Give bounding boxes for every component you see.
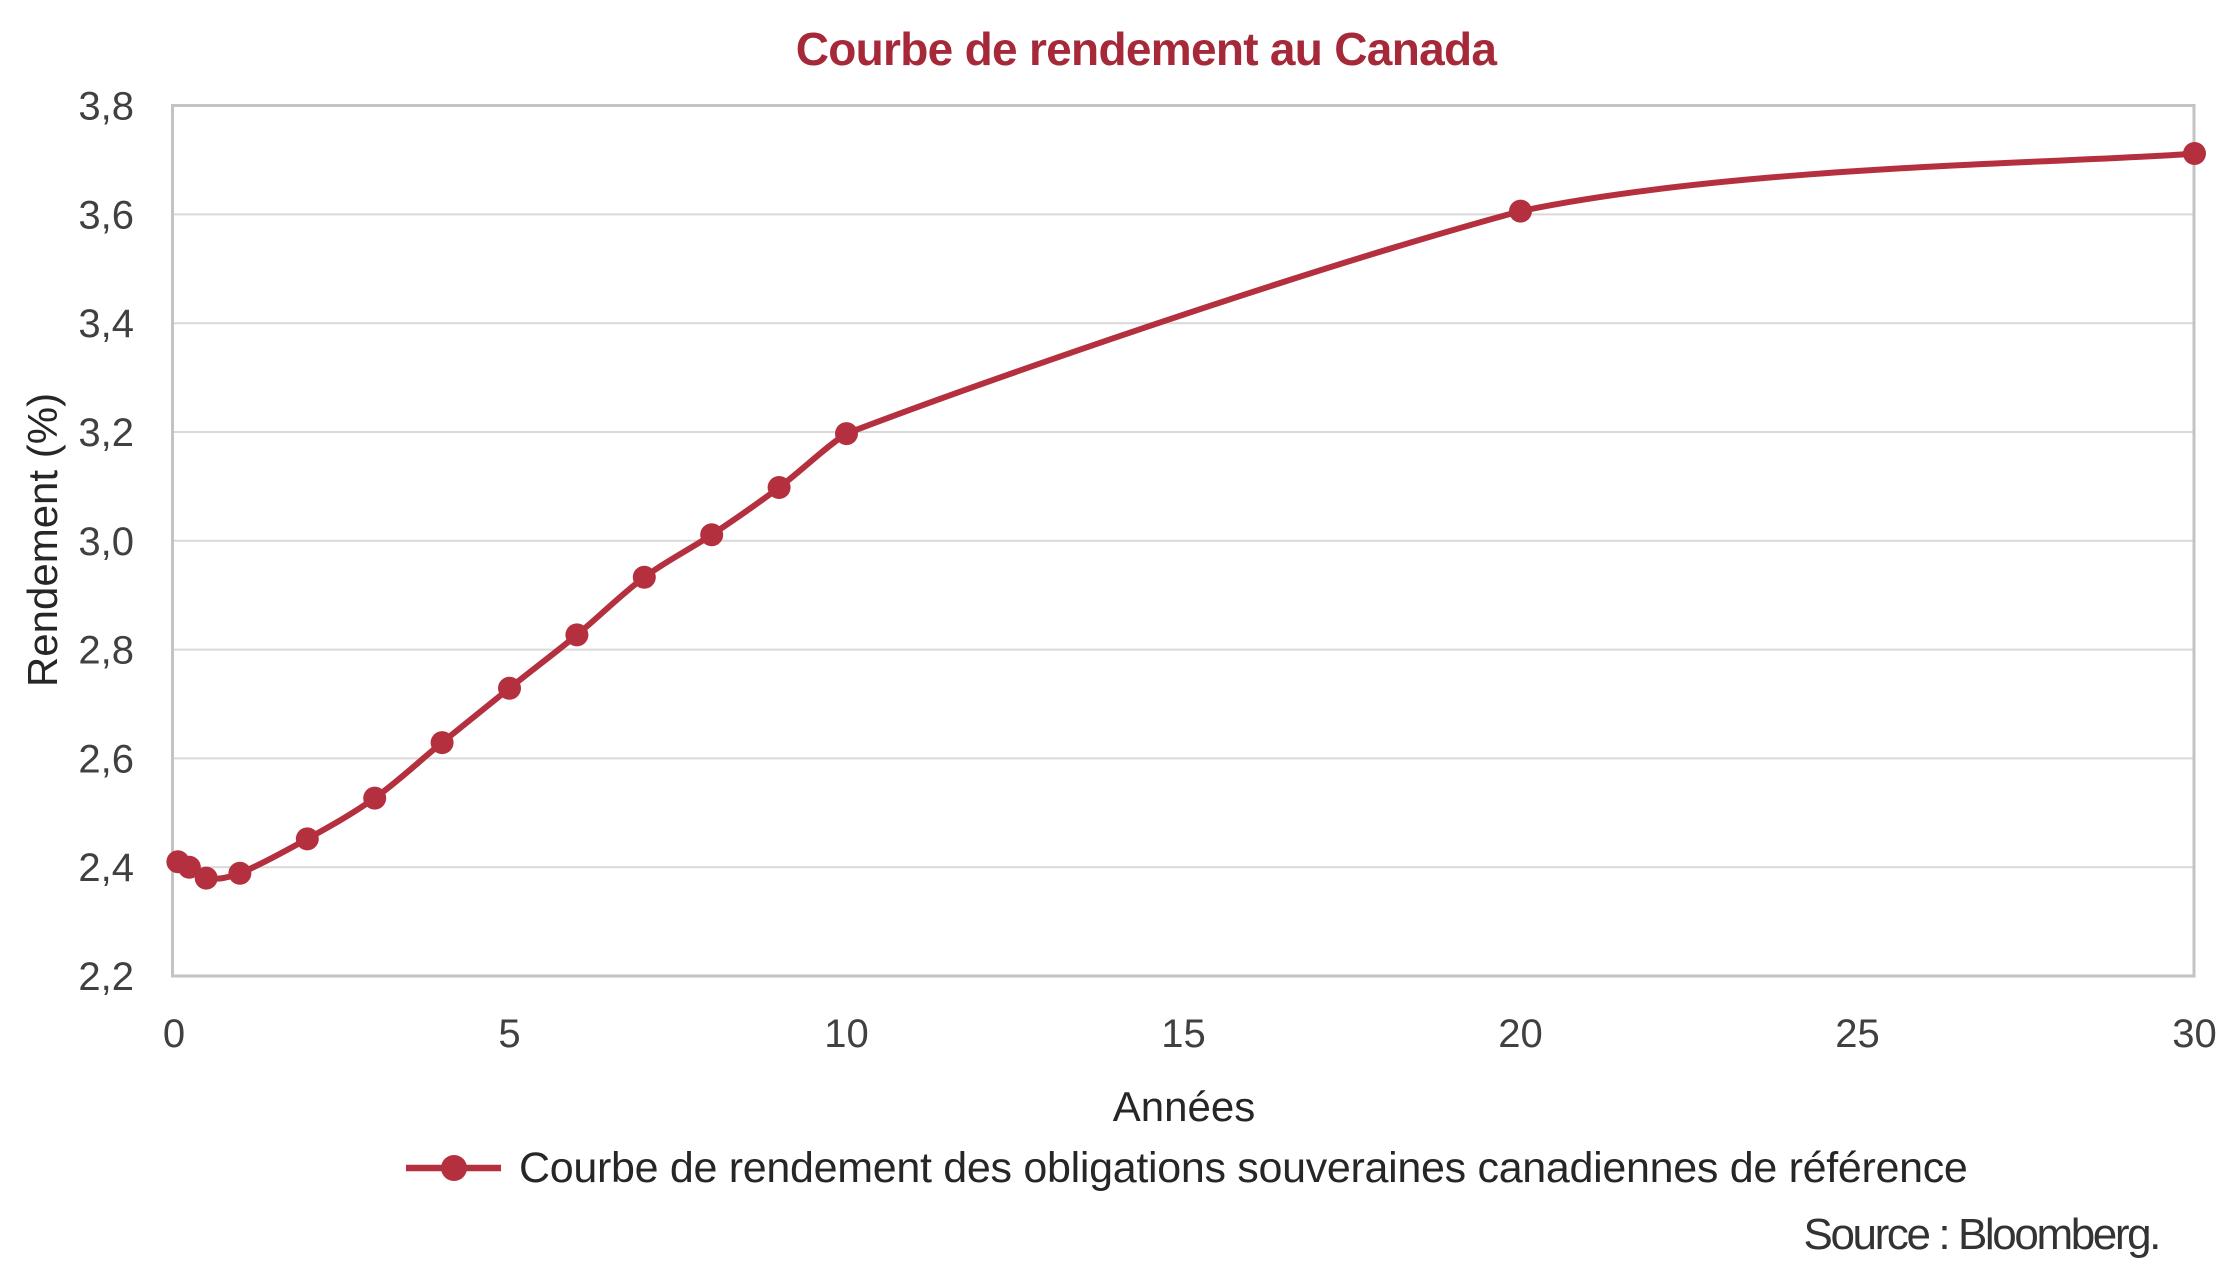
svg-text:15: 15 — [1161, 1012, 1206, 1056]
svg-text:3,8: 3,8 — [78, 85, 134, 129]
svg-text:3,6: 3,6 — [78, 193, 134, 237]
svg-text:Courbe de rendement au Canada: Courbe de rendement au Canada — [796, 23, 1498, 75]
svg-text:25: 25 — [1835, 1012, 1880, 1056]
svg-text:Courbe de rendement des obliga: Courbe de rendement des obligations souv… — [519, 1144, 1968, 1192]
svg-text:0: 0 — [163, 1012, 185, 1056]
svg-text:10: 10 — [824, 1012, 869, 1056]
svg-text:2,6: 2,6 — [78, 737, 134, 781]
svg-text:3,4: 3,4 — [78, 302, 134, 346]
svg-text:Rendement (%): Rendement (%) — [19, 393, 66, 687]
svg-text:Source : Bloomberg.: Source : Bloomberg. — [1804, 1210, 2160, 1259]
svg-text:30: 30 — [2172, 1012, 2217, 1056]
svg-text:20: 20 — [1498, 1012, 1543, 1056]
svg-text:2,2: 2,2 — [78, 955, 134, 999]
svg-text:3,0: 3,0 — [78, 520, 134, 564]
svg-text:Années: Années — [1113, 1083, 1255, 1130]
svg-text:5: 5 — [498, 1012, 520, 1056]
svg-text:2,4: 2,4 — [78, 846, 134, 890]
svg-text:3,2: 3,2 — [78, 411, 134, 455]
svg-text:2,8: 2,8 — [78, 629, 134, 673]
